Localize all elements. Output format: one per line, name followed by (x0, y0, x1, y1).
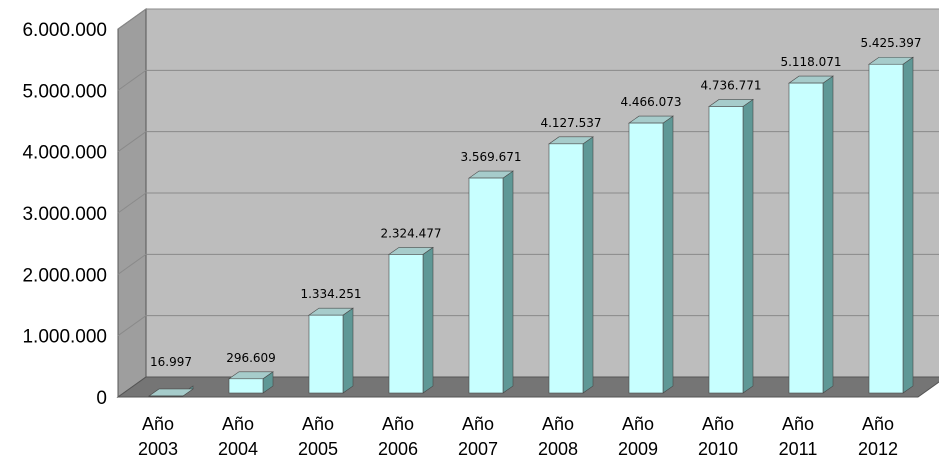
bar-side (662, 115, 674, 394)
data-label: 3.569.671 (460, 150, 521, 164)
x-tick-label-year: 2012 (858, 439, 898, 459)
data-label: 5.425.397 (860, 36, 921, 50)
gridline (117, 131, 939, 153)
bar-front (788, 82, 824, 394)
bar (868, 56, 914, 394)
bar (708, 98, 754, 394)
y-tick-label: 2.000.000 (22, 265, 107, 286)
y-tick-label: 0 (96, 388, 107, 409)
bar-front (148, 395, 184, 397)
bar-side (902, 56, 914, 394)
bar (628, 115, 674, 394)
y-tick-label: 1.000.000 (22, 327, 107, 348)
data-label: 296.609 (226, 351, 276, 365)
gridlines (117, 8, 939, 337)
y-tick-label: 3.000.000 (22, 204, 107, 225)
x-tick-label-word: Año (382, 414, 414, 434)
data-label: 2.324.477 (380, 226, 441, 240)
bar (468, 170, 514, 394)
x-tick-label-word: Año (622, 414, 654, 434)
x-tick-label-word: Año (782, 414, 814, 434)
bar-side (742, 98, 754, 394)
bar-front (868, 63, 904, 394)
x-tick-label-word: Año (302, 414, 334, 434)
x-tick-label-word: Año (142, 414, 174, 434)
bar-side (422, 246, 434, 394)
x-tick-label-word: Año (222, 414, 254, 434)
gridline (117, 315, 939, 337)
x-tick-label-word: Año (462, 414, 494, 434)
y-axis-tick-labels: 0 1.000.000 2.000.000 3.000.000 4.000.000 5.0… (22, 20, 107, 409)
y-tick-label: 6.000.000 (22, 20, 107, 41)
bar-front (708, 106, 744, 394)
gridline (117, 192, 939, 214)
bar (548, 136, 594, 394)
x-axis-tick-labels: Año 2003 Año 2004 Año 2005 Año 2006 Año 2007 Año 20… (138, 414, 898, 459)
bar-front (308, 314, 344, 394)
bar-front (628, 122, 664, 394)
bar-side (822, 75, 834, 394)
bar-side (342, 307, 354, 394)
x-tick-label-year: 2006 (378, 439, 418, 459)
x-tick-label-year: 2007 (458, 439, 498, 459)
x-tick-label-word: Año (862, 414, 894, 434)
data-label: 16.997 (150, 355, 192, 369)
gridline (117, 69, 939, 91)
data-label: 4.466.073 (620, 95, 681, 109)
data-labels: 16.997 296.609 1.334.251 2.324.477 3.569.671… (150, 36, 922, 369)
x-tick-label-year: 2003 (138, 439, 178, 459)
bar-front (548, 143, 584, 394)
bar (228, 371, 274, 394)
bar (388, 246, 434, 394)
gridline (117, 253, 939, 275)
bars (148, 56, 914, 397)
bar-side (502, 170, 514, 394)
gridline (117, 8, 939, 30)
x-tick-label-year: 2011 (779, 439, 818, 459)
bar (148, 385, 194, 397)
data-label: 4.736.771 (700, 78, 761, 92)
bar-side (582, 136, 594, 394)
x-tick-label-year: 2004 (218, 439, 258, 459)
bar-front (228, 378, 264, 394)
bar (788, 75, 834, 394)
y-tick-label: 5.000.000 (22, 81, 107, 102)
y-tick-label: 4.000.000 (22, 143, 107, 164)
bar (308, 307, 354, 394)
x-tick-label-word: Año (542, 414, 574, 434)
x-tick-label-word: Año (702, 414, 734, 434)
x-tick-label-year: 2005 (298, 439, 338, 459)
data-label: 1.334.251 (300, 287, 361, 301)
x-tick-label-year: 2008 (538, 439, 578, 459)
data-label: 5.118.071 (780, 55, 841, 69)
bar-front (388, 254, 424, 394)
x-tick-label-year: 2009 (618, 439, 658, 459)
data-label: 4.127.537 (540, 116, 601, 130)
bar-front (468, 177, 504, 394)
x-tick-label-year: 2010 (698, 439, 738, 459)
